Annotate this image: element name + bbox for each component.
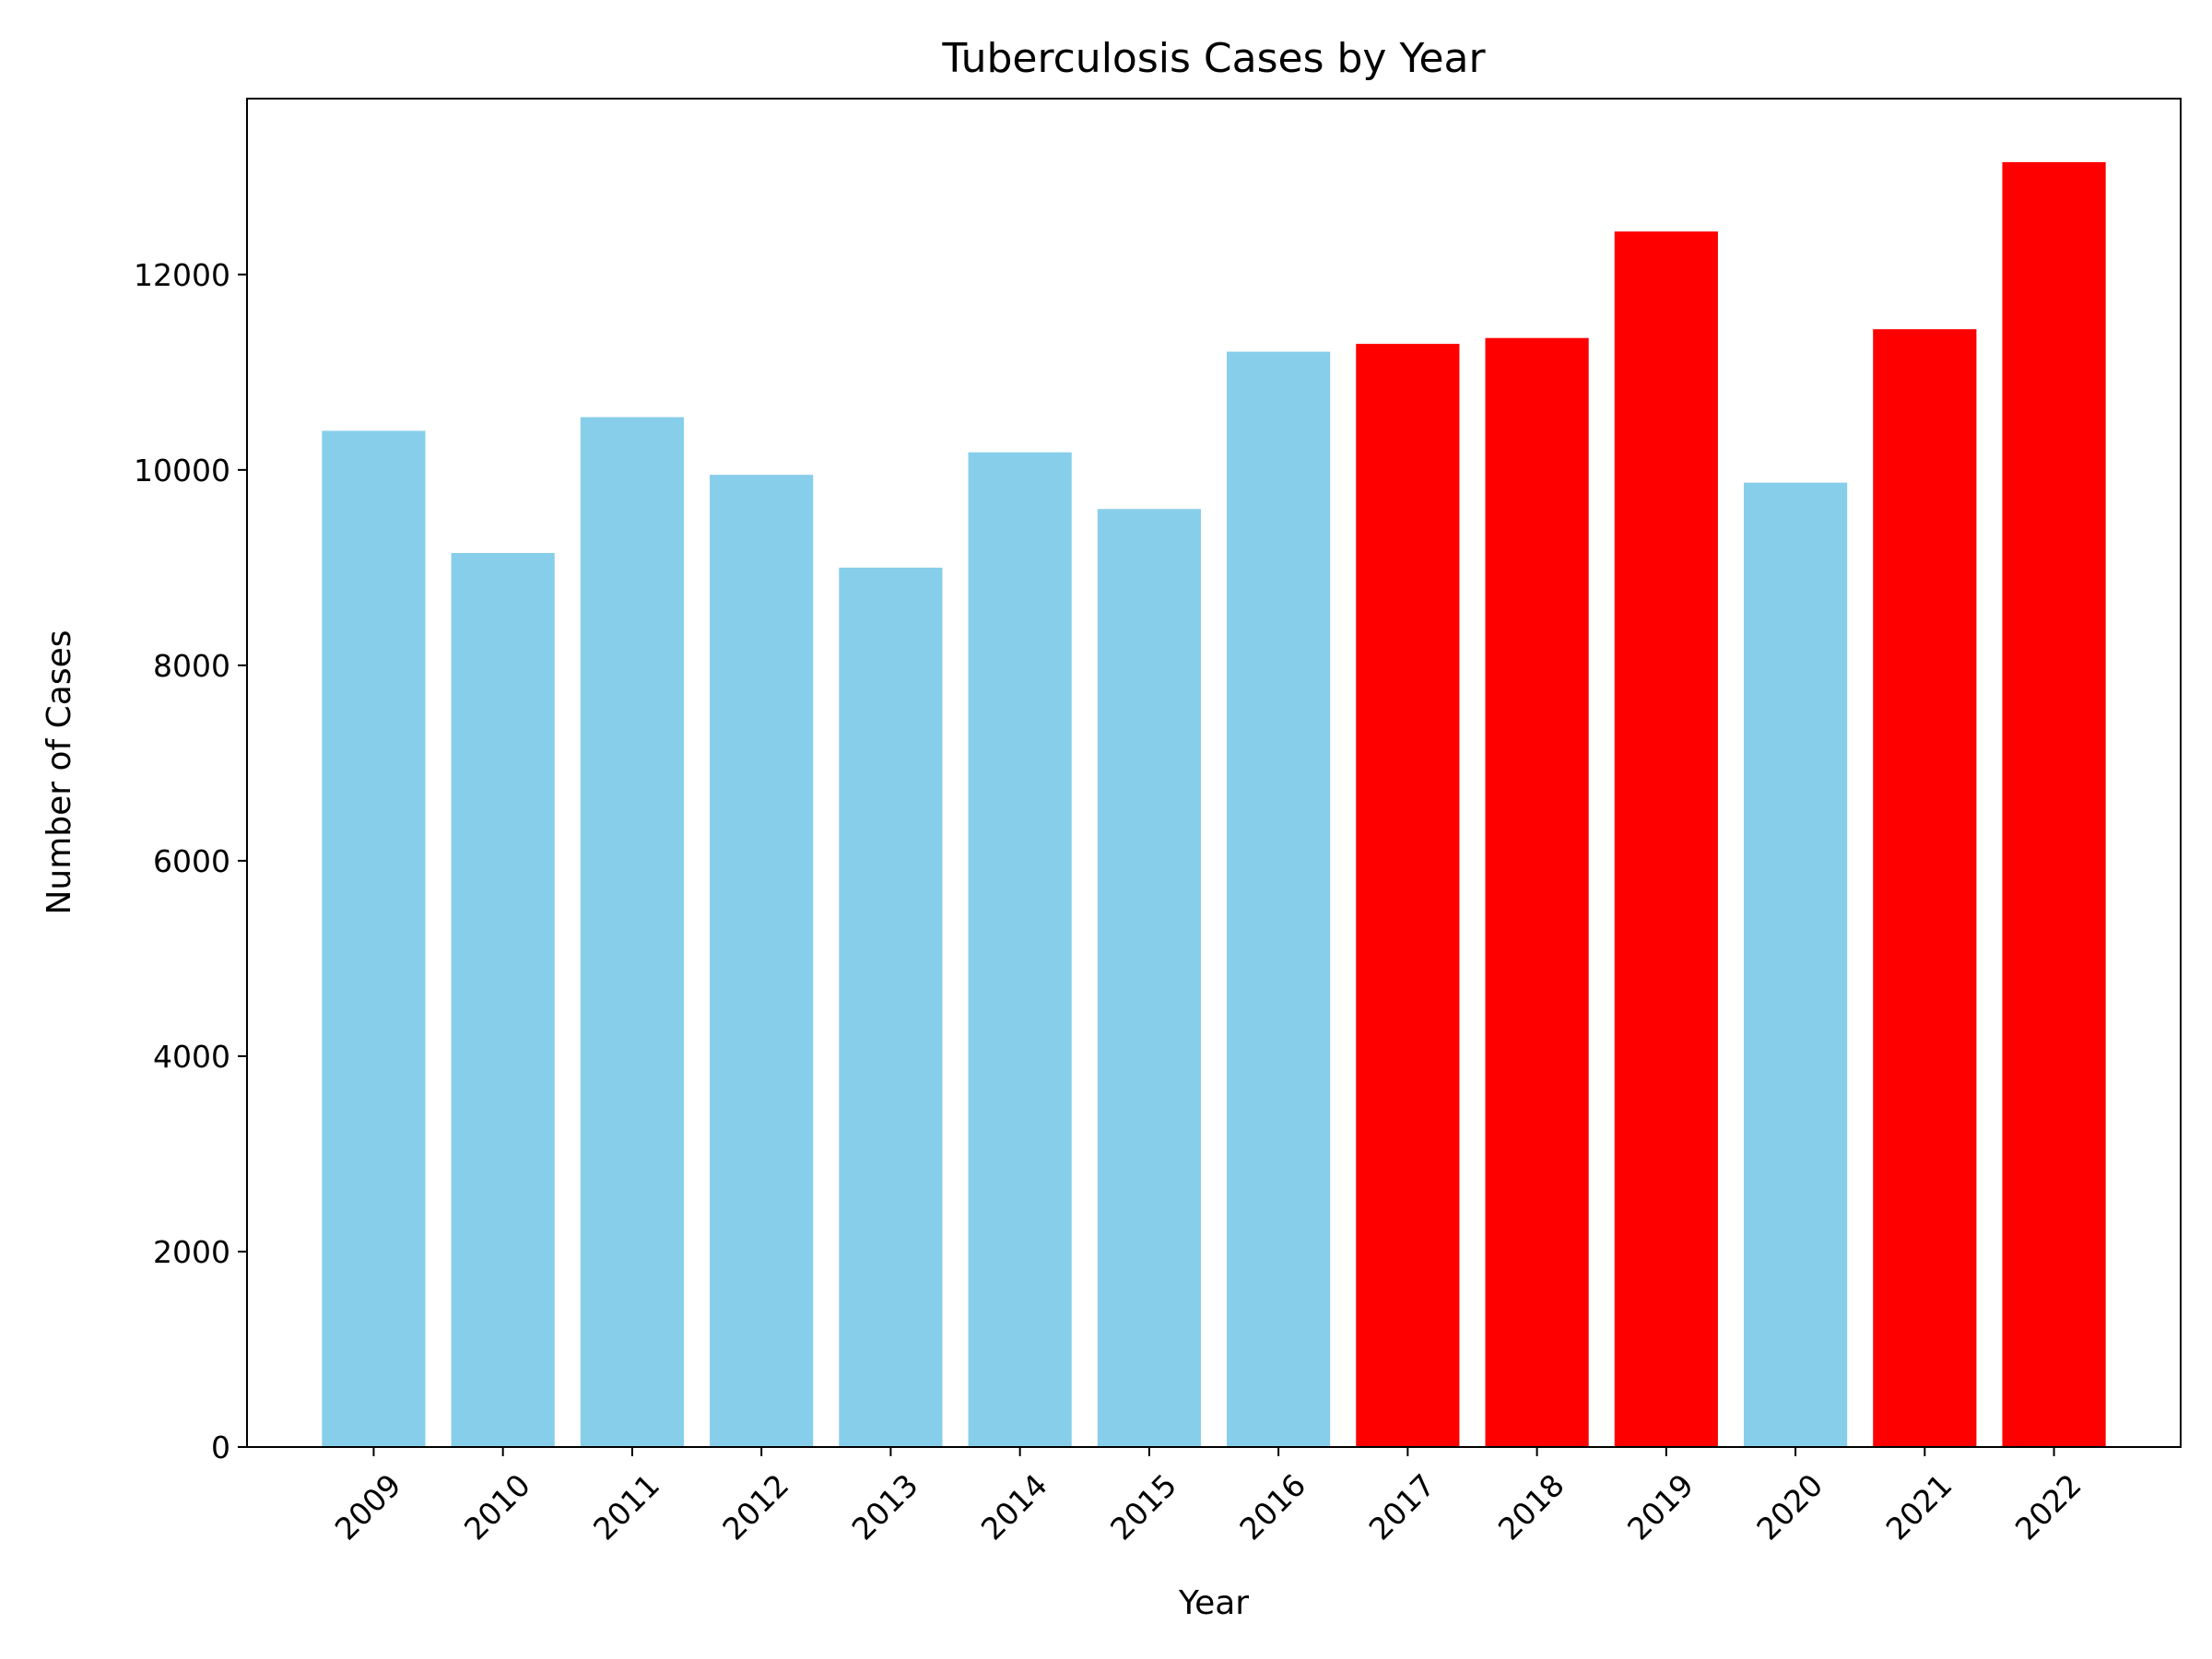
y-tick-label: 10000 bbox=[134, 453, 230, 488]
bar-2017 bbox=[1356, 344, 1460, 1448]
y-tick-label: 8000 bbox=[153, 648, 230, 684]
y-tick-label: 4000 bbox=[153, 1039, 230, 1075]
x-tick-label: 2010 bbox=[457, 1467, 537, 1547]
bar-2009 bbox=[322, 430, 426, 1448]
bars-layer bbox=[322, 161, 2106, 1448]
x-tick-label: 2013 bbox=[845, 1467, 925, 1547]
plot-frame bbox=[246, 98, 2182, 1448]
y-tick-label: 6000 bbox=[153, 843, 230, 879]
x-tick-label: 2014 bbox=[974, 1467, 1054, 1547]
x-tick-label: 2018 bbox=[1491, 1467, 1571, 1547]
x-tick-label: 2021 bbox=[1879, 1467, 1959, 1547]
bar-2014 bbox=[968, 452, 1072, 1447]
x-tick-label: 2009 bbox=[328, 1467, 408, 1547]
bar-2013 bbox=[839, 567, 943, 1447]
x-tick-label: 2020 bbox=[1749, 1467, 1830, 1547]
y-tick-label: 2000 bbox=[153, 1234, 230, 1270]
chart-title: Tuberculosis Cases by Year bbox=[941, 35, 1486, 82]
bar-2021 bbox=[1873, 329, 1977, 1448]
bar-2010 bbox=[451, 552, 555, 1447]
x-tick-label: 2022 bbox=[2008, 1467, 2088, 1547]
x-axis-label: Year bbox=[1178, 1584, 1249, 1622]
x-tick-label: 2019 bbox=[1620, 1467, 1700, 1547]
bar-2016 bbox=[1227, 351, 1331, 1448]
bar-2015 bbox=[1097, 509, 1201, 1447]
bar-2018 bbox=[1485, 337, 1589, 1447]
y-tick-label: 12000 bbox=[134, 257, 230, 293]
bar-2019 bbox=[1614, 231, 1718, 1448]
y-axis-label: Number of Cases bbox=[41, 629, 78, 914]
x-tick-label: 2015 bbox=[1103, 1467, 1183, 1547]
y-tick-label: 0 bbox=[211, 1430, 230, 1465]
x-tick-label: 2016 bbox=[1232, 1467, 1312, 1547]
x-tick-label: 2017 bbox=[1362, 1467, 1442, 1547]
x-tick-label: 2012 bbox=[715, 1467, 795, 1547]
bar-2012 bbox=[710, 475, 814, 1448]
bar-2020 bbox=[1743, 482, 1848, 1447]
bar-2022 bbox=[2002, 161, 2106, 1447]
bar-2011 bbox=[580, 417, 685, 1447]
x-tick-label: 2011 bbox=[586, 1467, 666, 1547]
